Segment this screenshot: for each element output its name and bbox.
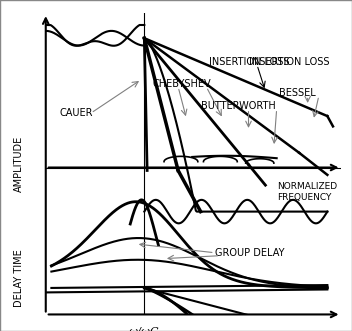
Text: BUTTERWORTH: BUTTERWORTH (201, 101, 275, 111)
Text: INSERTION LOSS: INSERTION LOSS (209, 57, 290, 67)
Text: BESSEL: BESSEL (279, 88, 316, 98)
Text: GROUP DELAY: GROUP DELAY (215, 248, 284, 258)
Text: ω/ωC: ω/ωC (129, 326, 159, 331)
Text: INSERTION LOSS: INSERTION LOSS (249, 57, 329, 67)
Text: CHEBYSHEV: CHEBYSHEV (153, 79, 212, 89)
Text: AMPLITUDE: AMPLITUDE (14, 136, 24, 192)
Text: CAUER: CAUER (60, 108, 93, 118)
Text: DELAY TIME: DELAY TIME (14, 250, 24, 307)
Text: NORMALIZED
FREQUENCY: NORMALIZED FREQUENCY (277, 182, 337, 202)
